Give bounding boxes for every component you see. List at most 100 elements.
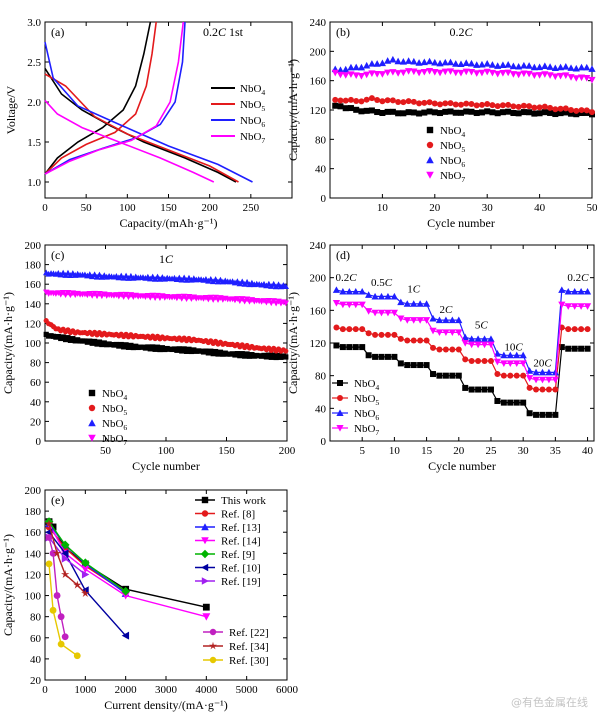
data-marker [467,59,476,67]
data-marker [583,74,591,82]
data-marker [391,331,398,338]
data-marker [378,59,386,67]
chart-panel-a: 0 50 100 150 200 250 1.0 1.5 2.0 2.5 3.0 Capacity/(… [4,17,293,230]
data-marker [337,395,343,401]
data-marker [389,69,397,76]
data-marker [526,367,534,374]
data-marker [417,337,424,344]
data-marker [384,309,392,317]
data-marker [500,372,507,379]
data-marker [363,96,370,103]
data-marker [484,100,491,107]
x-tick-label: 10 [389,445,401,457]
legend-label: Ref. [13] [221,522,261,534]
data-marker [538,376,547,384]
data-marker [121,586,131,596]
y-tick-label: 160 [25,279,42,291]
data-marker [577,74,586,82]
data-marker [461,333,469,341]
data-marker [551,368,559,376]
data-marker [551,64,559,72]
data-marker [202,603,210,611]
data-marker [201,510,209,517]
data-marker [352,326,359,333]
y-tick-label: 20 [30,675,42,687]
data-marker [556,63,565,71]
x-tick-label: 25 [485,445,497,457]
data-marker [368,107,375,114]
x-tick-label: 10 [377,202,389,214]
data-marker [462,68,470,76]
data-marker [403,300,411,307]
data-marker [452,101,459,108]
data-marker [372,353,379,360]
data-marker [515,71,523,79]
data-marker [500,351,508,359]
legend-label: NbO6 [102,418,127,432]
y-tick-label: 2.0 [27,97,41,109]
data-marker [390,309,398,317]
data-marker [436,69,444,77]
data-marker [578,345,585,352]
data-marker [352,287,360,295]
data-marker [384,69,392,77]
y-axis-label: Capacity/(mA·h·g⁻¹) [286,59,300,161]
series-line-NbO6 [336,289,588,373]
data-marker [538,368,547,376]
data-marker [88,419,96,427]
data-marker [410,98,417,105]
data-marker [499,61,507,68]
data-marker [457,60,465,68]
data-marker [545,411,552,418]
data-marker [474,341,482,349]
data-marker [536,72,544,79]
data-marker [513,360,521,368]
data-marker [394,57,402,65]
data-marker [121,592,130,600]
chart-panel-e: 0 1000 2000 3000 4000 5000 6000 20 40 60 80 100 120 1… [1,485,299,712]
data-marker [588,65,596,72]
data-marker [209,628,217,636]
data-marker [565,326,572,333]
data-marker [473,110,480,117]
data-marker [365,291,373,298]
data-marker [452,60,460,67]
data-marker [442,108,449,115]
data-marker [377,309,386,317]
data-marker [530,72,538,79]
data-marker [567,74,575,81]
data-marker [478,69,486,77]
data-marker [365,352,372,359]
data-marker [282,300,289,307]
data-marker [379,109,386,116]
data-marker [441,68,449,76]
data-marker [568,107,575,114]
y-tick-label: 200 [310,273,327,285]
data-marker [562,72,570,80]
series-line-Ref. [14] [48,523,207,618]
data-marker [455,316,463,324]
y-axis-label: Capacity/(mA·h·g⁻¹) [1,534,15,636]
data-marker [429,314,437,322]
panel-label: (b) [336,25,350,39]
data-marker [475,357,482,364]
data-marker [423,362,430,369]
x-tick-label: 6000 [276,684,299,696]
data-marker [526,109,533,116]
data-marker [346,326,353,333]
legend-label: NbO7 [354,423,379,437]
rate-label: 10C [504,341,523,353]
data-marker [353,98,360,105]
data-marker [509,71,517,78]
chart-annotation: 0.2C 1st [203,25,244,39]
data-marker [468,108,475,115]
data-marker [530,63,538,71]
data-marker [500,399,507,406]
data-marker [506,360,514,368]
data-marker [562,105,569,112]
data-marker [201,563,209,572]
data-marker [352,63,360,71]
data-marker [384,331,391,338]
data-marker [404,337,411,344]
data-marker [130,274,137,281]
